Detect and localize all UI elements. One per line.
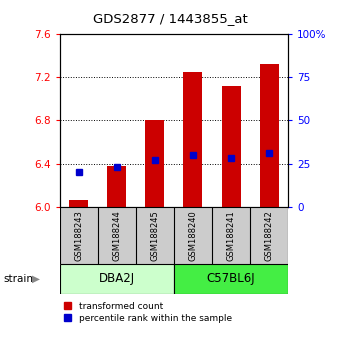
Legend: transformed count, percentile rank within the sample: transformed count, percentile rank withi…: [64, 302, 232, 322]
Bar: [260, 64, 279, 207]
Text: strain: strain: [3, 274, 33, 284]
Bar: [107, 166, 126, 207]
Bar: [69, 200, 88, 207]
Text: GSM188244: GSM188244: [112, 210, 121, 261]
Text: DBA2J: DBA2J: [99, 272, 135, 285]
Text: GSM188240: GSM188240: [189, 210, 197, 261]
Bar: [145, 120, 164, 207]
Text: C57BL6J: C57BL6J: [207, 272, 255, 285]
Text: ▶: ▶: [32, 274, 40, 284]
Text: GSM188242: GSM188242: [265, 210, 273, 261]
Text: GSM188241: GSM188241: [226, 210, 236, 261]
Text: GSM188245: GSM188245: [150, 210, 159, 261]
Text: GSM188243: GSM188243: [74, 210, 83, 261]
Bar: [183, 72, 203, 207]
Text: GDS2877 / 1443855_at: GDS2877 / 1443855_at: [93, 12, 248, 25]
Bar: [222, 86, 240, 207]
Bar: [60, 264, 174, 294]
Bar: [174, 264, 288, 294]
